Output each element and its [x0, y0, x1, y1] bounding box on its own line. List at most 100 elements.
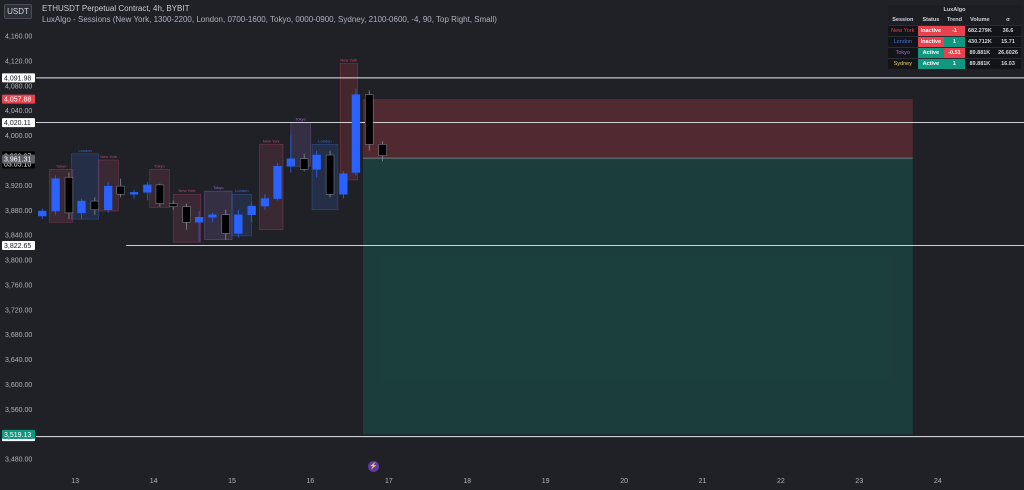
line-price-label: 4,020.11: [4, 120, 31, 127]
session-trend: -1: [944, 25, 965, 37]
take-profit-zone: [362, 158, 913, 435]
session-sigma: 36.6: [1002, 28, 1014, 34]
y-axis-tick-label: 3,920.00: [5, 183, 32, 190]
price-tag: 4,057.88: [4, 97, 31, 104]
session-sigma: 16.03: [1001, 61, 1015, 67]
price-tag-bg: [2, 429, 35, 439]
x-axis-tick-label: 24: [934, 478, 942, 485]
session-table: LuxAlgo Session Status Trend Volume σ Ne…: [888, 5, 1021, 69]
column-header-session: Session: [888, 15, 918, 26]
candle-body: [221, 214, 230, 234]
column-header-volume: Volume: [964, 15, 996, 26]
session-trend: 1: [944, 58, 965, 69]
candle-body: [365, 94, 374, 145]
session-volume: 89.881K: [969, 61, 991, 67]
candle-body: [51, 178, 60, 212]
session-sigma: 15.71: [1001, 39, 1015, 45]
candle-body: [169, 203, 178, 207]
candle-body: [312, 154, 321, 170]
x-axis-tick-label: 13: [71, 478, 79, 485]
session-table-caption: LuxAlgo: [888, 5, 1021, 15]
y-axis-tick-label: 3,680.00: [5, 332, 32, 339]
column-header-status: Status: [917, 15, 945, 26]
candle-body: [260, 198, 270, 207]
y-axis-tick-label: 3,560.00: [5, 407, 32, 414]
price-tag-timer: 03:05:10: [4, 161, 31, 168]
candle-body: [300, 158, 309, 170]
y-axis-tick-label: 3,800.00: [5, 258, 32, 265]
line-price-label: 4,091.98: [4, 75, 31, 82]
table-row: London Inactive 1 430.712K 15.71: [888, 36, 1021, 48]
candle-body: [208, 214, 217, 218]
session-volume: 430.712K: [967, 39, 992, 45]
candle-body: [143, 184, 152, 193]
line-price-label: 3,822.65: [4, 243, 31, 250]
x-axis-tick-label: 22: [777, 478, 785, 485]
y-axis-tick-label: 3,480.00: [5, 457, 32, 464]
lightning-icon[interactable]: ⚡: [368, 461, 379, 472]
session-box-label: New York: [263, 138, 280, 143]
y-axis-tick-label: 4,040.00: [5, 108, 32, 115]
candle-body: [247, 205, 256, 216]
session-name: Sydney: [893, 61, 912, 67]
session-status: Inactive: [917, 25, 945, 37]
candle-body: [182, 206, 191, 223]
price-tag: 3,961.31: [4, 157, 31, 164]
chart-title: ETHUSDT Perpetual Contract, 4h, BYBIT: [42, 4, 190, 13]
column-header-trend: Trend: [944, 15, 965, 26]
candle-body: [273, 165, 282, 199]
y-axis-tick-label: 4,120.00: [5, 58, 32, 65]
candle-body: [64, 177, 74, 214]
price-tag-bg: [2, 94, 35, 104]
column-header-sigma: σ: [995, 15, 1021, 26]
x-axis-tick-label: 15: [228, 478, 236, 485]
candle-body: [234, 214, 243, 234]
session-trend: 1: [944, 36, 965, 48]
candle-body: [129, 192, 139, 195]
x-axis-tick-label: 21: [699, 478, 707, 485]
session-box-label: London: [78, 148, 91, 153]
candle-body: [286, 158, 296, 167]
candle-body: [351, 94, 361, 173]
session-name: Tokyo: [895, 50, 910, 56]
session-volume: 682.279K: [967, 28, 992, 34]
y-axis-tick-label: 4,000.00: [5, 133, 32, 140]
y-axis-tick-label: 3,840.00: [5, 233, 32, 240]
candle-body: [90, 200, 99, 211]
session-name: New York: [891, 28, 915, 34]
candle-body: [378, 144, 387, 156]
session-box-label: Tokyo: [56, 163, 67, 168]
candle-body: [325, 154, 335, 195]
table-row: Tokyo Active -0.51 89.881K 26.6026: [888, 47, 1021, 59]
session-box-label: New York: [178, 188, 195, 193]
x-axis-tick-label: 17: [385, 478, 393, 485]
candle-body: [116, 185, 125, 195]
candle-body: [194, 216, 204, 223]
indicator-legend[interactable]: LuxAlgo - Sessions (New York, 1300-2200,…: [42, 15, 497, 24]
session-box-label: New York: [100, 154, 117, 159]
session-status: Active: [917, 47, 945, 59]
ticker-badge[interactable]: USDT: [4, 4, 32, 19]
y-axis-tick-label: 3,880.00: [5, 208, 32, 215]
session-trend: -0.51: [944, 47, 965, 59]
y-axis-tick-label: 4,080.00: [5, 83, 32, 90]
session-box-label: Tokyo: [154, 163, 165, 168]
candle-body: [339, 173, 348, 195]
session-box-label: Tokyo: [295, 117, 306, 122]
price-tag-bg: [2, 154, 35, 164]
price-tag: 3,519.13: [4, 432, 31, 439]
session-name: London: [893, 39, 912, 45]
candle-body: [155, 184, 165, 204]
y-axis-tick-label: 3,640.00: [5, 357, 32, 364]
table-row: New York Inactive -1 682.279K 36.6: [888, 25, 1021, 37]
session-box-label: London: [318, 138, 331, 143]
line-price-label-bg: [2, 73, 35, 83]
x-axis-tick-label: 19: [542, 478, 550, 485]
x-axis-tick-label: 16: [307, 478, 315, 485]
stop-loss-zone: [362, 99, 913, 159]
table-row: Sydney Active 1 89.881K 16.03: [888, 58, 1021, 69]
candle-body: [38, 210, 47, 217]
session-status: Active: [917, 58, 945, 69]
